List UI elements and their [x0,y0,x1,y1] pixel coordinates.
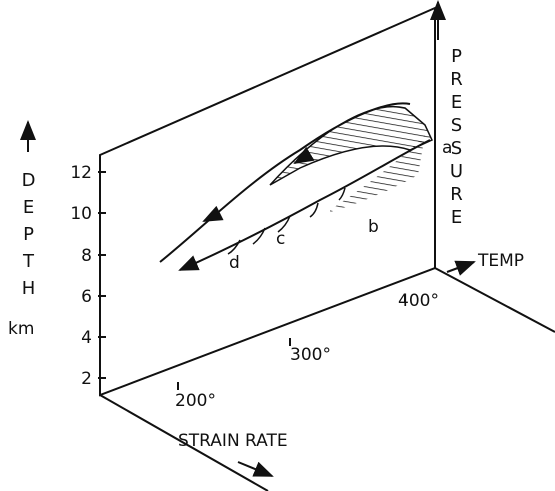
figure: 2 4 6 8 10 12 km 200° 300° 400° TEMP STR… [0,0,555,491]
point-label: c [276,229,285,249]
depth-unit: km [8,319,34,339]
temp-tick-label: 300° [290,345,331,365]
depth-ticks [98,172,405,390]
point-label: b [368,217,379,237]
temp-label: TEMP [477,251,524,271]
temp-tick-label: 400° [398,291,439,311]
depth-label: DEPTH [18,170,39,305]
depth-tick-label: 2 [81,369,92,389]
depth-tick-label: 8 [81,246,92,266]
pressure-label: PRESSURE [446,46,467,230]
depth-tick-label: 10 [70,204,92,224]
temp-tick-label: 200° [175,391,216,411]
strain-rate-label: STRAIN RATE [178,431,288,451]
retrograde-ticks [228,188,345,254]
depth-tick-label: 4 [81,328,92,348]
diagram: 2 4 6 8 10 12 km 200° 300° 400° TEMP STR… [0,0,555,491]
depth-tick-label: 6 [81,287,92,307]
depth-tick-label: 12 [70,163,92,183]
frame [28,2,555,491]
point-label: d [229,253,240,273]
